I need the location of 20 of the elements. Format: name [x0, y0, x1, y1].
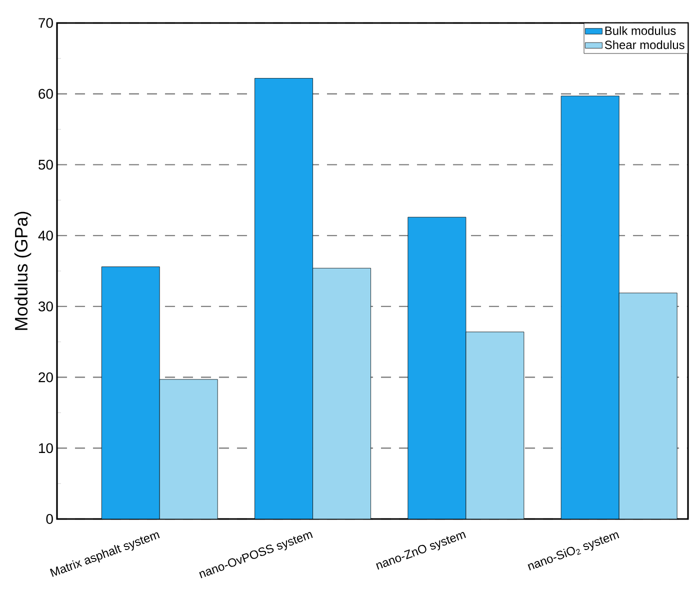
bar	[560, 96, 620, 519]
bar	[102, 266, 160, 519]
y-tick-label: 10	[39, 443, 53, 454]
bar	[254, 78, 313, 519]
bar	[466, 332, 524, 519]
bar	[618, 292, 678, 519]
y-tick-label: 30	[38, 301, 53, 312]
y-tick-label: 0	[46, 514, 53, 524]
y-tick-label: 60	[38, 88, 53, 99]
y-tick-label: 70	[38, 18, 53, 28]
bar	[408, 216, 466, 519]
legend-label: Bulk modulus	[605, 26, 676, 35]
legend-label: Shear modulus	[604, 40, 684, 50]
y-tick-label: 50	[38, 160, 53, 170]
bar	[312, 268, 371, 519]
y-tick-label: 20	[38, 372, 53, 382]
bar	[160, 379, 218, 519]
y-tick-label: 40	[38, 230, 53, 241]
y-axis-title: Modulus (GPa)	[14, 212, 32, 330]
x-tick-label: Matrix asphalt system	[50, 532, 160, 577]
